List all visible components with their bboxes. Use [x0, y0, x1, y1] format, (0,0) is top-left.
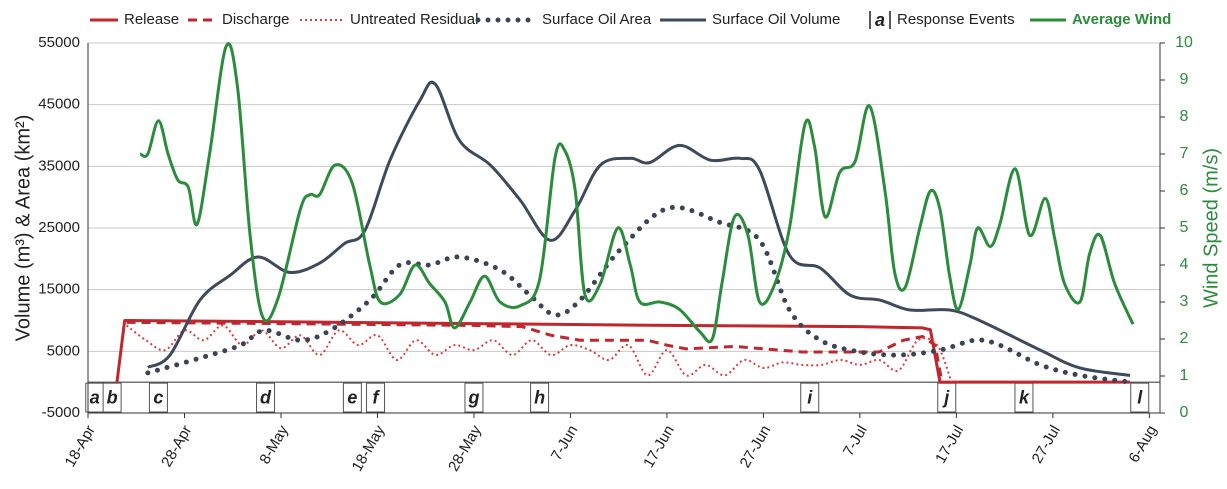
series-line [145, 204, 1133, 385]
y2-tick-label: 6 [1180, 182, 1189, 199]
legend-label: Release [124, 11, 179, 28]
y2-tick-label: 5 [1180, 219, 1189, 236]
x-tick-label: 6-Aug [1126, 422, 1161, 465]
series-line [147, 80, 1131, 377]
event-box [256, 382, 276, 413]
y2-tick-label: 8 [1180, 108, 1189, 125]
series-line [126, 320, 944, 383]
legend-label: Surface Oil Area [542, 11, 652, 28]
y-tick-label: -5000 [42, 404, 80, 421]
event-box [102, 382, 122, 413]
event-box [1130, 382, 1150, 413]
y2-axis-label: Wind Speed (m/s) [1200, 148, 1222, 308]
x-tick-label: 18-Apr [62, 422, 99, 469]
y2-tick-label: 9 [1180, 71, 1189, 88]
event-label: k [1019, 387, 1030, 407]
x-tick-label: 7-Jul [840, 422, 871, 459]
x-tick-label: 18-May [349, 422, 389, 474]
y-tick-label: 45000 [38, 96, 80, 113]
event-label: h [534, 387, 545, 407]
event-box [800, 382, 820, 413]
x-tick-label: 7-Jun [548, 422, 581, 463]
event-label: e [347, 387, 357, 407]
x-tick-label: 17-Jun [640, 422, 678, 470]
legend-label: Surface Oil Volume [712, 11, 840, 28]
y-tick-label: 5000 [47, 342, 80, 359]
event-label: a [90, 387, 100, 407]
legend-label: Untreated Residual [350, 11, 478, 28]
event-label: g [467, 387, 479, 407]
legend-label: Average Wind [1072, 11, 1171, 28]
event-label: c [153, 387, 163, 407]
series-line [139, 42, 1135, 344]
event-label: l [1137, 387, 1143, 407]
event-box [342, 382, 362, 413]
y2-tick-label: 4 [1180, 256, 1189, 273]
y2-tick-label: 10 [1175, 34, 1193, 51]
y2-tick-label: 3 [1180, 293, 1189, 310]
x-tick-label: 17-Jul [932, 422, 967, 466]
y-tick-label: 35000 [38, 157, 80, 174]
y-tick-label: 25000 [38, 219, 80, 236]
y2-tick-label: 2 [1180, 330, 1189, 347]
y-tick-label: 15000 [38, 281, 80, 298]
y-tick-label: 55000 [38, 34, 80, 51]
series-line [115, 319, 1131, 384]
event-label: i [807, 387, 813, 407]
x-tick-label: 8-May [256, 422, 292, 467]
event-label: b [107, 387, 118, 407]
event-box [464, 382, 484, 413]
event-label: d [260, 387, 272, 407]
x-tick-label: 27-Jun [737, 422, 775, 470]
y2-tick-label: 1 [1180, 367, 1189, 384]
x-tick-label: 27-Jul [1029, 422, 1064, 466]
legend-event-symbol: a [875, 10, 885, 30]
y-axis-label: Volume (m³) & Area (km²) [12, 115, 34, 342]
series-line [125, 324, 953, 383]
y2-tick-label: 0 [1180, 404, 1189, 421]
legend-label: Response Events [897, 11, 1015, 28]
event-box [530, 382, 550, 413]
event-label: f [373, 387, 381, 407]
legend-label: Discharge [222, 11, 290, 28]
x-tick-label: 28-Apr [158, 422, 195, 469]
event-box [366, 382, 386, 413]
event-label: j [942, 387, 950, 407]
x-tick-label: 28-May [445, 422, 485, 474]
event-box [148, 382, 168, 413]
y2-tick-label: 7 [1180, 145, 1189, 162]
events-band [87, 381, 1161, 414]
